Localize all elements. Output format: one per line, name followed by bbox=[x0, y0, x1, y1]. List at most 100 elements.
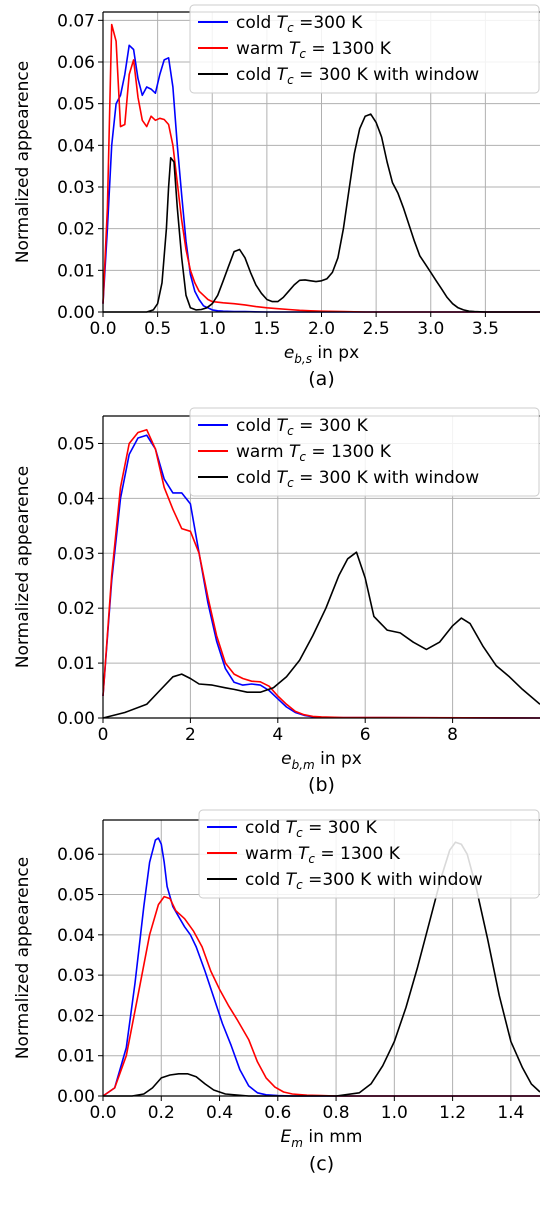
x-axis-label-unit: in mm bbox=[303, 1127, 362, 1147]
x-tick-label: 1.5 bbox=[253, 319, 280, 339]
legend-symbol: T bbox=[286, 818, 298, 838]
legend-text: cold bbox=[245, 870, 286, 890]
x-tick-label: 0.2 bbox=[148, 1103, 175, 1123]
series-line-red bbox=[102, 428, 540, 719]
y-tick-label: 0.01 bbox=[57, 654, 95, 674]
legend-symbol: T bbox=[277, 416, 289, 436]
x-axis-label-unit: in px bbox=[315, 749, 362, 769]
y-axis-label: Normalized appearence bbox=[13, 857, 33, 1059]
y-axis-label: Normalized appearence bbox=[13, 61, 33, 263]
x-tick-label: 0.0 bbox=[89, 319, 116, 339]
legend-text: = 1300 K bbox=[315, 844, 401, 864]
y-tick-label: 0.06 bbox=[57, 53, 95, 73]
y-tick-label: 0.03 bbox=[57, 178, 95, 198]
x-tick-label: 0.6 bbox=[264, 1103, 291, 1123]
x-axis-label: eb,s in px bbox=[284, 343, 359, 366]
y-tick-label: 0.01 bbox=[57, 1047, 95, 1067]
y-tick-label: 0.05 bbox=[57, 886, 95, 906]
legend-text: warm bbox=[236, 39, 289, 59]
y-tick-label: 0.00 bbox=[57, 709, 95, 729]
legend-text: = 300 K bbox=[294, 416, 369, 436]
legend-symbol: T bbox=[277, 65, 289, 85]
y-tick-label: 0.00 bbox=[57, 303, 95, 323]
legend-box bbox=[198, 809, 540, 899]
legend-subscript: c bbox=[308, 852, 315, 866]
y-tick-label: 0.02 bbox=[57, 220, 95, 240]
y-tick-label: 0.04 bbox=[57, 926, 95, 946]
legend-entry: warm Tc = 1300 K bbox=[236, 39, 392, 61]
legend: cold Tc = 300 K warm Tc = 1300 K cold Tc =… bbox=[189, 407, 540, 497]
chart-c: 0.0 0.2 0.4 0.6 0.8 1.0 1.2 1.4 0.00 0.01 0.02 0.03… bbox=[13, 809, 540, 1175]
legend-subscript: c bbox=[296, 826, 303, 840]
legend-text: = 300 K bbox=[303, 818, 378, 838]
y-tick-label: 0.05 bbox=[57, 95, 95, 115]
y-tick-label: 0.05 bbox=[57, 434, 95, 454]
chart-panel-b: 0 2 4 6 8 0.00 0.01 0.02 0.03 0.04 0.05 Normalized … bbox=[0, 404, 540, 804]
x-axis-label-subscript: m bbox=[291, 1136, 303, 1150]
legend-entry: cold Tc =300 K with window bbox=[245, 870, 483, 892]
legend-subscript: c bbox=[299, 47, 306, 61]
x-tick-label: 2.0 bbox=[308, 319, 335, 339]
x-axis-label-subscript: b,m bbox=[292, 758, 315, 772]
legend-entry: cold Tc = 300 K bbox=[236, 416, 369, 438]
legend-text: cold bbox=[236, 416, 277, 436]
legend-symbol: T bbox=[289, 442, 301, 462]
legend-subscript: c bbox=[296, 878, 303, 892]
legend-entry: warm Tc = 1300 K bbox=[236, 442, 392, 464]
legend-subscript: c bbox=[287, 424, 294, 438]
legend-text: =300 K with window bbox=[303, 870, 483, 890]
x-axis-label: Em in mm bbox=[281, 1127, 363, 1150]
x-tick-label: 0.4 bbox=[206, 1103, 233, 1123]
series-line-black bbox=[102, 551, 540, 719]
legend-text: =300 K bbox=[294, 13, 363, 33]
y-tick-label: 0.02 bbox=[57, 1006, 95, 1026]
y-tick-label: 0.04 bbox=[57, 489, 95, 509]
y-tick-label: 0.04 bbox=[57, 136, 95, 156]
legend-text: cold bbox=[236, 65, 277, 85]
y-tick-label: 0.06 bbox=[57, 845, 95, 865]
x-tick-label: 2.5 bbox=[363, 319, 390, 339]
legend-entry: cold Tc = 300 K bbox=[245, 818, 378, 840]
y-tick-label: 0.03 bbox=[57, 544, 95, 564]
series-line-blue bbox=[102, 434, 540, 719]
chart-a: 0.0 0.5 1.0 1.5 2.0 2.5 3.0 3.5 0.00 0.01 0.02 0.03… bbox=[13, 4, 540, 390]
x-tick-label: 3.5 bbox=[472, 319, 499, 339]
legend-symbol: T bbox=[286, 870, 298, 890]
x-tick-label: 4 bbox=[272, 725, 283, 745]
chart-caption: (c) bbox=[309, 1153, 334, 1175]
legend-subscript: c bbox=[299, 450, 306, 464]
x-tick-label: 1.0 bbox=[199, 319, 226, 339]
chart-b: 0 2 4 6 8 0.00 0.01 0.02 0.03 0.04 0.05 Normalized … bbox=[13, 407, 540, 796]
y-tick-label: 0.07 bbox=[57, 11, 95, 31]
x-tick-label: 3.0 bbox=[417, 319, 444, 339]
x-axis-label: eb,m in px bbox=[281, 749, 362, 772]
y-axis-label: Normalized appearence bbox=[13, 466, 33, 668]
series-line-blue bbox=[102, 44, 540, 313]
y-tick-label: 0.03 bbox=[57, 966, 95, 986]
series-line-red bbox=[102, 895, 540, 1097]
chart-panel-a: 0.0 0.5 1.0 1.5 2.0 2.5 3.0 3.5 0.00 0.01 0.02 0.03… bbox=[0, 0, 540, 400]
legend-box bbox=[189, 407, 540, 497]
legend-text: = 300 K with window bbox=[294, 468, 480, 488]
y-tick-label: 0.00 bbox=[57, 1087, 95, 1107]
x-tick-label: 1.0 bbox=[381, 1103, 408, 1123]
legend-symbol: T bbox=[277, 13, 289, 33]
x-tick-label: 0.0 bbox=[89, 1103, 116, 1123]
legend-entry: cold Tc = 300 K with window bbox=[236, 468, 479, 490]
y-tick-label: 0.02 bbox=[57, 599, 95, 619]
legend-symbol: T bbox=[298, 844, 310, 864]
chart-caption: (a) bbox=[308, 368, 334, 390]
legend-text: = 1300 K bbox=[306, 39, 392, 59]
legend-entry: cold Tc = 300 K with window bbox=[236, 65, 479, 87]
legend-symbol: T bbox=[277, 468, 289, 488]
legend-subscript: c bbox=[287, 73, 294, 87]
legend-subscript: c bbox=[287, 476, 294, 490]
x-axis-label-symbol: e bbox=[281, 749, 291, 769]
series-line-black bbox=[103, 841, 540, 1097]
x-tick-label: 8 bbox=[447, 725, 458, 745]
x-tick-label: 0.5 bbox=[144, 319, 171, 339]
x-tick-label: 0.8 bbox=[323, 1103, 350, 1123]
legend-box bbox=[189, 4, 540, 94]
